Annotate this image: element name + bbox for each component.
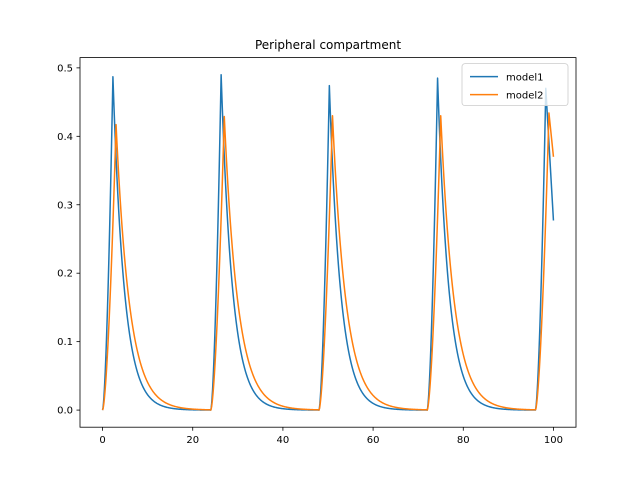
x-axis: 0 20 40 60 80 100: [99, 427, 563, 446]
y-tick-label: 0.4: [57, 132, 73, 143]
y-tick-label: 0.1: [57, 337, 73, 348]
legend-label-model2: model2: [506, 91, 544, 102]
y-tick-label: 0.5: [57, 63, 73, 74]
series-line-model1: [101, 73, 555, 411]
x-tick-label: 40: [277, 435, 290, 446]
plot-lines: [101, 73, 555, 411]
plot-frame: [79, 57, 577, 428]
x-tick-label: 100: [544, 435, 563, 446]
x-tick-label: 20: [186, 435, 199, 446]
x-tick-label: 0: [99, 435, 105, 446]
x-tick-label: 80: [457, 435, 470, 446]
y-tick-label: 0.0: [57, 406, 73, 417]
legend-label-model1: model1: [506, 73, 544, 84]
chart-title: Peripheral compartment: [255, 38, 401, 52]
y-tick-label: 0.3: [57, 200, 73, 211]
series-line-model2: [101, 112, 555, 411]
legend: model1 model2: [461, 63, 569, 106]
y-tick-label: 0.2: [57, 269, 73, 280]
x-tick-label: 60: [367, 435, 380, 446]
y-axis: 0.0 0.1 0.2 0.3 0.4 0.5: [57, 63, 80, 417]
